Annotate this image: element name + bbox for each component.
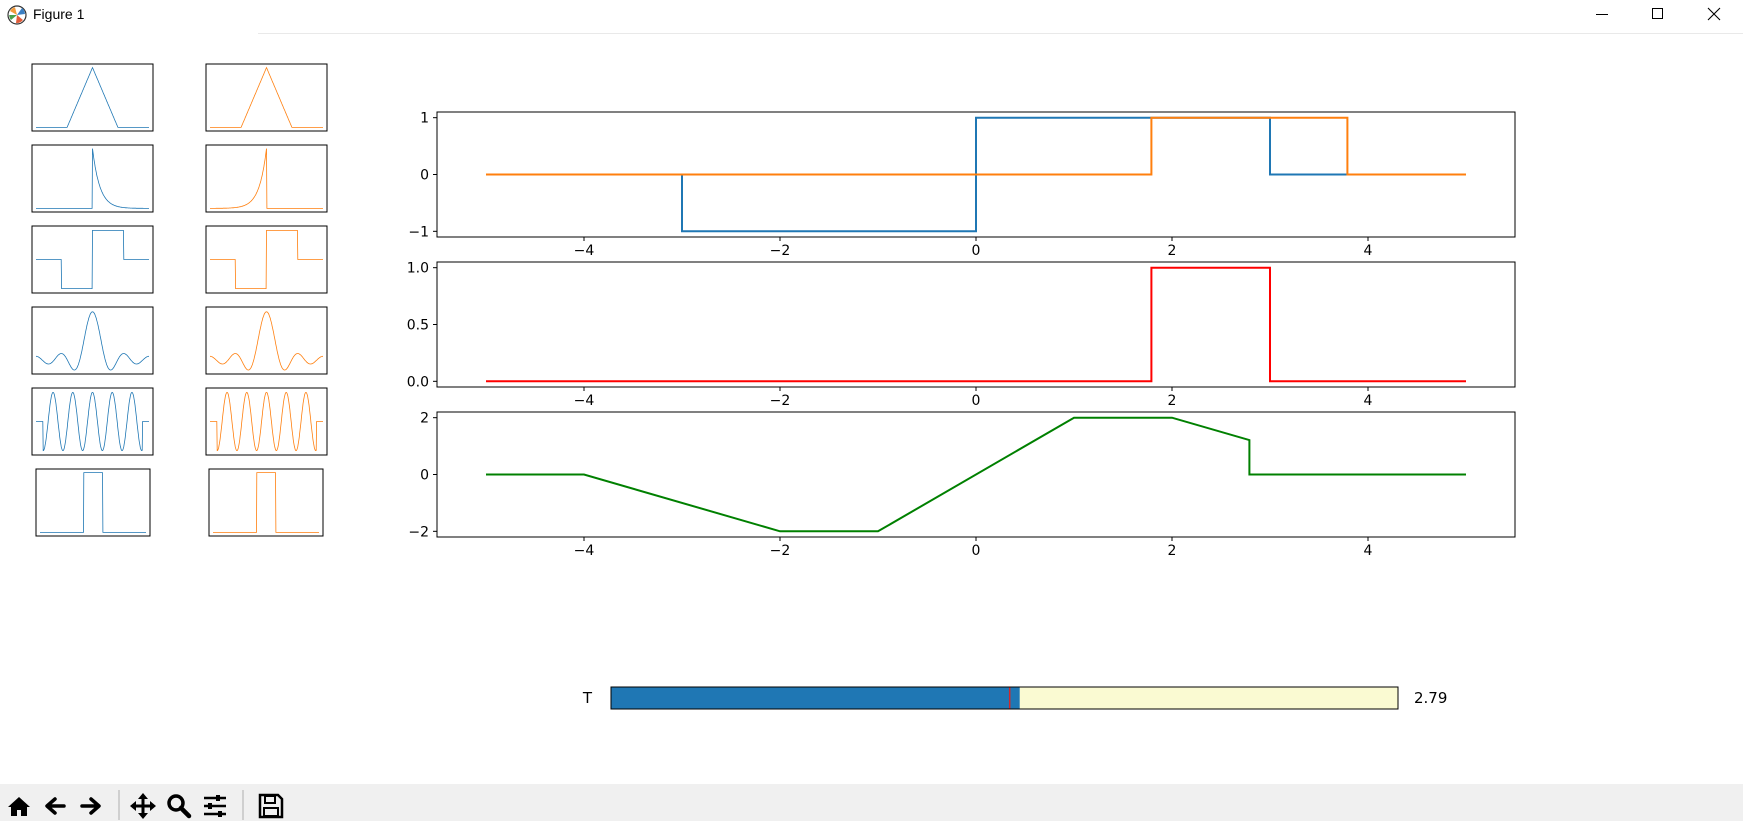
thumbnail-curve xyxy=(210,148,323,209)
thumbnail-curve xyxy=(36,148,149,209)
figure-svg: −4 −2 0 2 4 1 0 −1 −4 −2 0 2 4 1.0 0.5 0.0 −4 −2 0 2 4 2 0 −2 T… xyxy=(31,63,1516,710)
x-tick-label: 0 xyxy=(972,393,981,409)
slider-fill xyxy=(611,687,1020,709)
thumbnail-frame xyxy=(31,387,154,456)
x-tick-label: −4 xyxy=(574,393,595,409)
thumbnail-rectangle-left xyxy=(35,468,151,537)
x-tick-label: 2 xyxy=(1168,543,1177,559)
y-tick-label: 2 xyxy=(420,411,429,427)
x-tick-label: 4 xyxy=(1364,543,1373,559)
series-line-2 xyxy=(486,116,1466,176)
pan-button[interactable] xyxy=(128,792,158,820)
x-tick-label: −4 xyxy=(574,543,595,559)
thumbnail-triangle-right xyxy=(205,63,328,132)
save-icon xyxy=(258,793,284,819)
window-title: Figure 1 xyxy=(33,6,85,22)
thumbnail-grid xyxy=(31,63,328,537)
x-tick-label: 2 xyxy=(1168,243,1177,259)
slider-label: T xyxy=(582,689,593,707)
thumbnail-frame xyxy=(205,387,328,456)
thumbnail-curve xyxy=(36,66,149,128)
series-line-1 xyxy=(486,416,1466,533)
titlebar-divider xyxy=(258,33,1743,34)
home-button[interactable] xyxy=(4,792,34,820)
home-icon xyxy=(8,797,30,816)
thumbnail-exponential-left xyxy=(31,144,154,213)
x-tick-label: −4 xyxy=(574,243,595,259)
y-tick-label: 0 xyxy=(420,168,429,184)
toolbar-separator xyxy=(242,790,244,820)
close-button[interactable] xyxy=(1686,0,1742,28)
slider-border xyxy=(610,686,1399,710)
close-icon xyxy=(1707,7,1721,21)
thumbnail-curve xyxy=(210,391,323,452)
thumbnail-cosine-burst-right xyxy=(205,387,328,456)
subplot-1: −4 −2 0 2 4 1 0 −1 xyxy=(408,111,1516,259)
thumbnail-curve xyxy=(210,66,323,128)
thumbnail-sinc-right xyxy=(205,306,328,375)
x-tick-label: 4 xyxy=(1364,393,1373,409)
minimize-icon xyxy=(1596,14,1608,15)
series-line-1 xyxy=(486,266,1466,383)
y-tick-label: −2 xyxy=(408,524,429,540)
thumbnail-curve xyxy=(40,472,146,533)
back-button[interactable] xyxy=(40,792,70,820)
thumbnail-frame xyxy=(205,306,328,375)
back-icon xyxy=(45,797,66,815)
axes-frame xyxy=(436,261,1516,388)
figure-canvas[interactable]: −4 −2 0 2 4 1 0 −1 −4 −2 0 2 4 1.0 0.5 0.0 −4 −2 0 2 4 2 0 −2 T… xyxy=(0,34,1743,784)
x-tick-label: 2 xyxy=(1168,393,1177,409)
thumbnail-frame xyxy=(205,63,328,132)
thumbnail-frame xyxy=(208,468,324,537)
x-tick-label: 0 xyxy=(972,243,981,259)
thumbnail-curve xyxy=(36,229,149,290)
save-button[interactable] xyxy=(256,792,286,820)
y-tick-label: 0.5 xyxy=(407,318,429,334)
maximize-button[interactable] xyxy=(1630,0,1686,28)
thumbnail-curve xyxy=(36,391,149,452)
pan-icon xyxy=(130,793,156,819)
y-tick-label: 1 xyxy=(420,111,429,127)
y-tick-label: 1.0 xyxy=(407,261,429,277)
thumbnail-frame xyxy=(31,63,154,132)
thumbnail-frame xyxy=(31,306,154,375)
time-slider[interactable]: T 2.79 xyxy=(582,686,1448,710)
x-tick-label: −2 xyxy=(770,543,791,559)
main-plots: −4 −2 0 2 4 1 0 −1 −4 −2 0 2 4 1.0 0.5 0.0 −4 −2 0 2 4 2 0 −2 xyxy=(407,111,1516,559)
thumbnail-exponential-right xyxy=(205,144,328,213)
thumbnail-rectangle-pair-left xyxy=(31,225,154,294)
toolbar-separator xyxy=(118,790,120,820)
subplot-3: −4 −2 0 2 4 2 0 −2 xyxy=(408,411,1516,559)
matplotlib-logo-icon xyxy=(7,5,27,25)
thumbnail-frame xyxy=(35,468,151,537)
configure-subplots-icon xyxy=(204,795,226,817)
thumbnail-rectangle-right xyxy=(208,468,324,537)
x-tick-label: −2 xyxy=(770,243,791,259)
configure-subplots-button[interactable] xyxy=(200,792,230,820)
thumbnail-curve xyxy=(210,311,323,371)
y-tick-label: 0.0 xyxy=(407,374,429,390)
x-tick-label: −2 xyxy=(770,393,791,409)
thumbnail-triangle-left xyxy=(31,63,154,132)
x-tick-label: 4 xyxy=(1364,243,1373,259)
y-tick-label: 0 xyxy=(420,468,429,484)
x-tick-label: 0 xyxy=(972,543,981,559)
forward-button[interactable] xyxy=(76,792,106,820)
thumbnail-cosine-burst-left xyxy=(31,387,154,456)
maximize-icon xyxy=(1652,8,1663,19)
thumbnail-curve xyxy=(210,229,323,290)
navigation-toolbar xyxy=(0,784,1743,821)
zoom-button[interactable] xyxy=(164,792,194,820)
y-tick-label: −1 xyxy=(408,224,429,240)
minimize-button[interactable] xyxy=(1574,0,1630,28)
window-titlebar: Figure 1 xyxy=(0,0,1743,30)
subplot-2: −4 −2 0 2 4 1.0 0.5 0.0 xyxy=(407,261,1516,409)
forward-icon xyxy=(80,797,101,815)
thumbnail-sinc-left xyxy=(31,306,154,375)
zoom-icon xyxy=(167,794,192,819)
slider-value: 2.79 xyxy=(1414,689,1447,707)
thumbnail-rectangle-pair-right xyxy=(205,225,328,294)
thumbnail-curve xyxy=(36,311,149,371)
thumbnail-curve xyxy=(213,472,319,533)
